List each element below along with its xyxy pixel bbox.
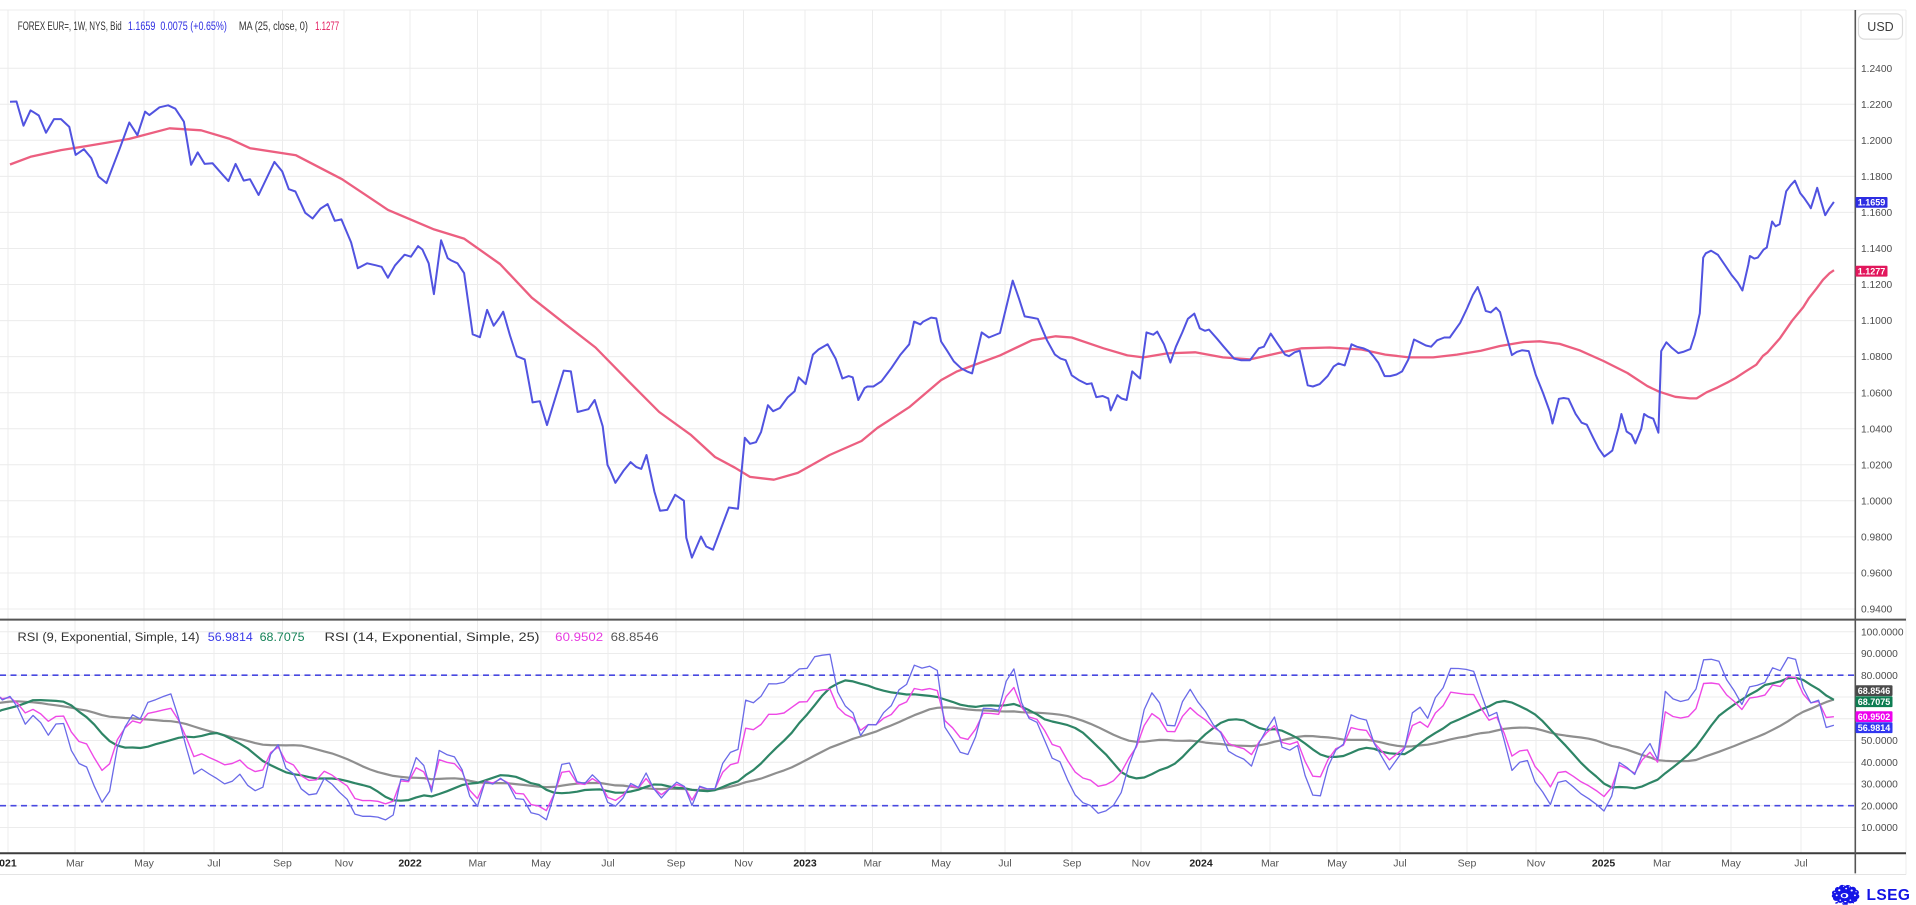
svg-text:60.9502: 60.9502 bbox=[1858, 712, 1891, 722]
svg-text:20.0000: 20.0000 bbox=[1861, 801, 1898, 812]
svg-text:1.2400: 1.2400 bbox=[1861, 64, 1892, 75]
svg-text:May: May bbox=[134, 858, 155, 870]
svg-text:1.0800: 1.0800 bbox=[1861, 352, 1892, 363]
svg-text:1.1200: 1.1200 bbox=[1861, 280, 1892, 291]
svg-text:Jul: Jul bbox=[998, 858, 1011, 870]
svg-text:30.0000: 30.0000 bbox=[1861, 780, 1898, 791]
svg-text:Sep: Sep bbox=[1458, 858, 1477, 870]
svg-text:May: May bbox=[1327, 858, 1348, 870]
svg-text:RSI (9, Exponential, Simple, 1: RSI (9, Exponential, Simple, 14) bbox=[18, 630, 200, 644]
svg-text:1.1800: 1.1800 bbox=[1861, 172, 1892, 183]
svg-text:Mar: Mar bbox=[863, 858, 882, 870]
svg-text:2021: 2021 bbox=[0, 858, 17, 870]
svg-text:MA (25, close, 0): MA (25, close, 0) bbox=[239, 19, 308, 33]
svg-text:Sep: Sep bbox=[273, 858, 292, 870]
svg-text:Mar: Mar bbox=[468, 858, 487, 870]
svg-text:0.9600: 0.9600 bbox=[1861, 569, 1892, 580]
svg-text:60.9502: 60.9502 bbox=[555, 630, 603, 644]
svg-text:1.1277: 1.1277 bbox=[1858, 266, 1886, 276]
svg-text:Mar: Mar bbox=[1261, 858, 1280, 870]
svg-text:FOREX EUR=, 1W, NYS, Bid: FOREX EUR=, 1W, NYS, Bid bbox=[18, 19, 122, 33]
svg-text:USD: USD bbox=[1867, 20, 1893, 34]
svg-text:Jul: Jul bbox=[207, 858, 220, 870]
svg-text:68.7075: 68.7075 bbox=[1858, 697, 1891, 707]
svg-text:1.0200: 1.0200 bbox=[1861, 460, 1892, 471]
svg-text:1.1600: 1.1600 bbox=[1861, 208, 1892, 219]
svg-text:50.0000: 50.0000 bbox=[1861, 736, 1898, 747]
svg-text:1.2000: 1.2000 bbox=[1861, 136, 1892, 147]
svg-text:LSEG: LSEG bbox=[1867, 887, 1911, 904]
svg-text:May: May bbox=[1721, 858, 1742, 870]
svg-text:2025: 2025 bbox=[1592, 858, 1616, 870]
svg-text:Nov: Nov bbox=[335, 858, 354, 870]
svg-text:Sep: Sep bbox=[1063, 858, 1082, 870]
svg-text:2023: 2023 bbox=[793, 858, 817, 870]
svg-text:40.0000: 40.0000 bbox=[1861, 758, 1898, 769]
svg-text:Jul: Jul bbox=[1794, 858, 1807, 870]
svg-text:RSI (14, Exponential, Simple,: RSI (14, Exponential, Simple, 25) bbox=[325, 630, 540, 644]
svg-text:Sep: Sep bbox=[667, 858, 686, 870]
svg-text:10.0000: 10.0000 bbox=[1861, 823, 1898, 834]
svg-text:80.0000: 80.0000 bbox=[1861, 671, 1898, 682]
svg-text:68.8546: 68.8546 bbox=[611, 630, 659, 644]
svg-text:56.9814: 56.9814 bbox=[1858, 723, 1891, 733]
svg-text:Nov: Nov bbox=[1132, 858, 1151, 870]
svg-text:1.0600: 1.0600 bbox=[1861, 388, 1892, 399]
svg-text:2024: 2024 bbox=[1189, 858, 1213, 870]
svg-text:Mar: Mar bbox=[1653, 858, 1672, 870]
svg-text:1.1659 0.0075 (+0.65%): 1.1659 0.0075 (+0.65%) bbox=[128, 19, 227, 33]
svg-text:56.9814: 56.9814 bbox=[208, 630, 253, 644]
svg-text:0.9400: 0.9400 bbox=[1861, 605, 1892, 616]
svg-text:1.0000: 1.0000 bbox=[1861, 496, 1892, 507]
svg-text:1.1659: 1.1659 bbox=[1858, 198, 1886, 208]
svg-text:90.0000: 90.0000 bbox=[1861, 649, 1898, 660]
svg-text:May: May bbox=[931, 858, 952, 870]
svg-text:1.1000: 1.1000 bbox=[1861, 316, 1892, 327]
svg-text:0.9800: 0.9800 bbox=[1861, 533, 1892, 544]
svg-text:68.7075: 68.7075 bbox=[260, 630, 305, 644]
svg-text:Mar: Mar bbox=[66, 858, 85, 870]
svg-text:68.8546: 68.8546 bbox=[1858, 686, 1891, 696]
svg-text:1.1400: 1.1400 bbox=[1861, 244, 1892, 255]
svg-text:1.0400: 1.0400 bbox=[1861, 424, 1892, 435]
svg-text:Jul: Jul bbox=[1393, 858, 1406, 870]
svg-text:1.2200: 1.2200 bbox=[1861, 100, 1892, 111]
svg-text:100.0000: 100.0000 bbox=[1861, 627, 1904, 638]
svg-text:2022: 2022 bbox=[398, 858, 422, 870]
svg-text:Nov: Nov bbox=[734, 858, 753, 870]
svg-text:Jul: Jul bbox=[601, 858, 614, 870]
svg-text:May: May bbox=[531, 858, 552, 870]
svg-text:Nov: Nov bbox=[1527, 858, 1546, 870]
svg-text:1.1277: 1.1277 bbox=[315, 19, 339, 33]
